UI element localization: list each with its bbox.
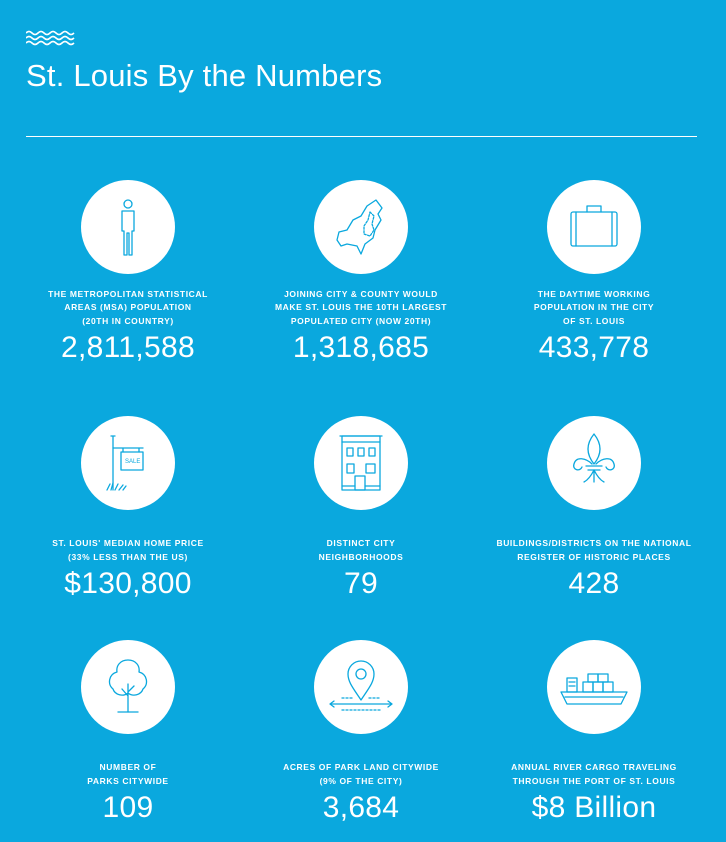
- stat-value: 79: [344, 567, 378, 600]
- stat-icon-circle: [547, 180, 641, 274]
- stat-icon-circle: [314, 180, 408, 274]
- stat-parks: Number of parks citywide 109: [12, 640, 244, 825]
- map-outline-icon: [336, 199, 383, 255]
- title-divider: [26, 136, 697, 137]
- tree-icon: [108, 659, 148, 713]
- stat-label: The daytime working population in the ci…: [533, 288, 655, 326]
- stat-value: 109: [102, 791, 154, 824]
- stat-icon-circle: [314, 416, 408, 510]
- stat-value: $130,800: [64, 567, 192, 600]
- building-icon: [339, 435, 383, 491]
- stat-daytime-population: The daytime working population in the ci…: [478, 180, 710, 365]
- stat-label: Buildings/districts on the national regi…: [496, 538, 692, 562]
- cargo-ship-icon: [560, 673, 628, 705]
- location-pin-icon: [329, 660, 393, 711]
- stat-icon-circle: [547, 640, 641, 734]
- stat-value: 3,684: [322, 791, 400, 824]
- stat-icon-circle: [81, 640, 175, 734]
- stat-label: The metropolitan statistical areas (MSA)…: [48, 288, 208, 326]
- page-title: St. Louis By the Numbers: [26, 58, 383, 93]
- fleur-de-lis-icon: [573, 433, 615, 483]
- stat-value: $8 Billion: [531, 791, 657, 824]
- stat-value: 2,811,588: [61, 331, 195, 364]
- person-icon: [121, 199, 135, 256]
- for-sale-sign-icon: SALE: [106, 435, 144, 491]
- briefcase-icon: [570, 205, 618, 247]
- stat-neighborhoods: Distinct city neighborhoods 79: [245, 416, 477, 601]
- sale-sign-text: SALE: [125, 459, 140, 465]
- stat-label: Number of parks citywide: [87, 762, 169, 786]
- stat-label: Joining city & county would make St. Lou…: [274, 288, 448, 326]
- stat-river-cargo: Annual river cargo traveling through the…: [478, 640, 710, 825]
- stat-label: Acres of park land citywide (9% of the c…: [283, 762, 439, 786]
- stat-median-home-price: SALE St. Louis' median home price (33% l…: [12, 416, 244, 601]
- stat-value: 428: [568, 567, 620, 600]
- stat-icon-circle: [81, 180, 175, 274]
- stat-value: 433,778: [538, 331, 650, 364]
- stat-value: 1,318,685: [292, 331, 430, 364]
- stat-historic-places: Buildings/districts on the national regi…: [478, 416, 710, 601]
- stat-label: St. Louis' median home price (33% less t…: [52, 538, 204, 562]
- stat-label: Distinct city neighborhoods: [318, 538, 404, 562]
- stat-icon-circle: SALE: [81, 416, 175, 510]
- stat-city-county: Joining city & county would make St. Lou…: [245, 180, 477, 365]
- stat-msa-population: The metropolitan statistical areas (MSA)…: [12, 180, 244, 365]
- stat-icon-circle: [314, 640, 408, 734]
- stat-icon-circle: [547, 416, 641, 510]
- waves-icon: [26, 30, 75, 46]
- stat-label: Annual river cargo traveling through the…: [511, 762, 677, 786]
- stat-park-acres: Acres of park land citywide (9% of the c…: [245, 640, 477, 825]
